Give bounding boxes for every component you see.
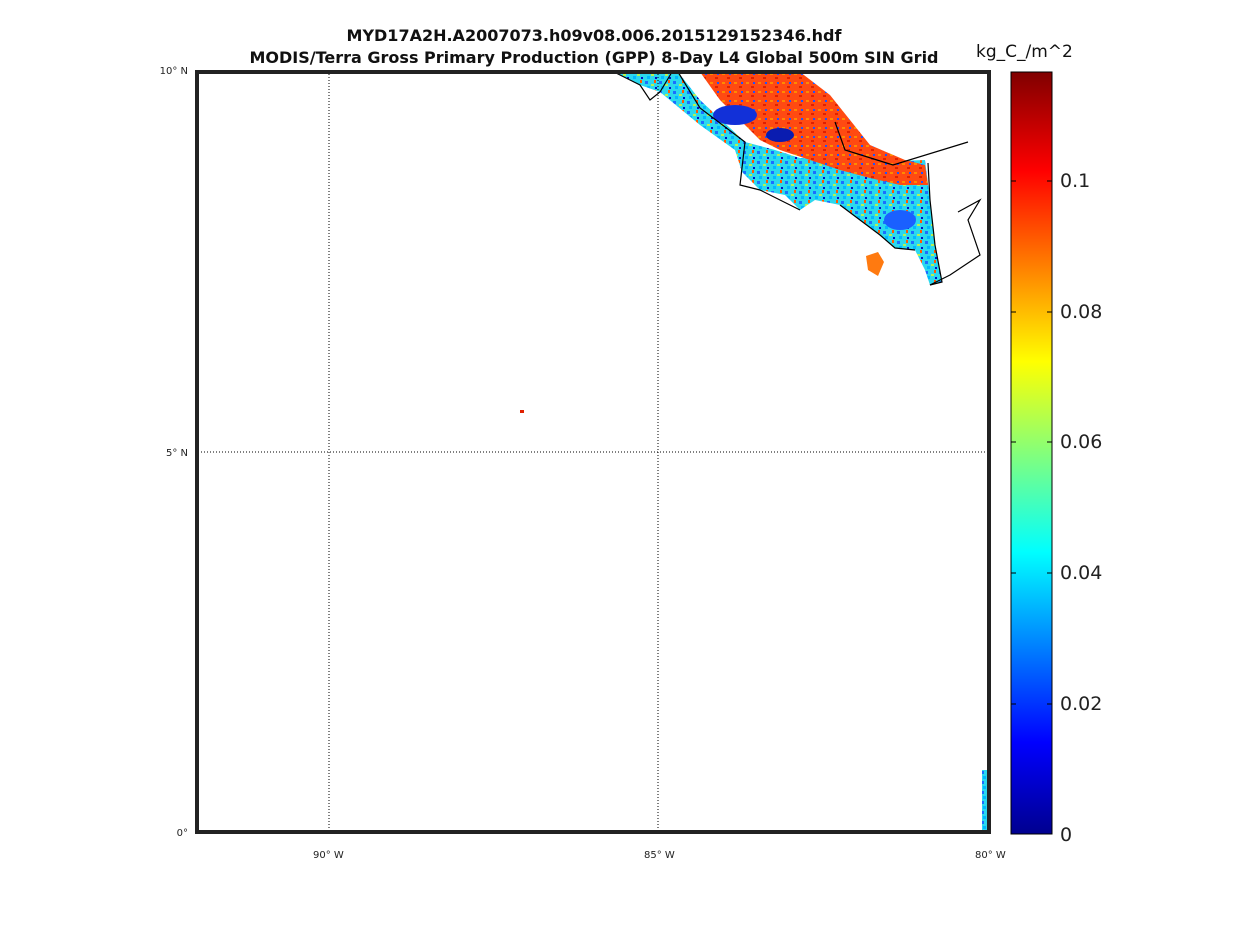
lon-label-80w: 80° W: [975, 850, 1006, 861]
colorbar: [1010, 71, 1053, 835]
lon-label-85w: 85° W: [644, 850, 675, 861]
colorbar-tick-label: 0: [1060, 824, 1073, 846]
low-gpp-patch: [884, 210, 916, 230]
map-title-line-1: MYD17A2H.A2007073.h09v08.006.20151291523…: [346, 26, 842, 45]
high-gpp-northwest: [716, 80, 770, 120]
colorbar-tick-label: 0.04: [1060, 562, 1103, 584]
coastline-overlay: [613, 71, 982, 286]
colorbar-gradient: [1010, 71, 1053, 835]
low-gpp-patch: [766, 128, 794, 142]
colorbar-tick-label: 0.06: [1060, 431, 1103, 453]
lat-label-10n: 10° N: [159, 66, 188, 77]
lon-label-90w: 90° W: [313, 850, 344, 861]
map-frame: [195, 70, 991, 834]
gpp-raster-layer: [520, 72, 989, 832]
colorbar-unit-label: kg_C_/m^2: [976, 42, 1073, 62]
costa-rica-panama-gpp-region: [614, 72, 942, 285]
lat-label-5n: 5° N: [165, 448, 188, 459]
colorbar-tick-label: 0.08: [1060, 301, 1103, 323]
colorbar-tick-label: 0.1: [1060, 170, 1091, 192]
island-gpp-pixel: [520, 410, 524, 413]
map-title-line-2: MODIS/Terra Gross Primary Production (GP…: [249, 48, 939, 67]
ecuador-edge-gpp-strip: [982, 770, 989, 832]
low-gpp-patch: [713, 105, 757, 125]
colorbar-tick-label: 0.02: [1060, 693, 1103, 715]
graticule: [198, 74, 988, 831]
lat-label-0: 0°: [176, 828, 188, 839]
azuero-peninsula-gpp: [866, 252, 884, 276]
